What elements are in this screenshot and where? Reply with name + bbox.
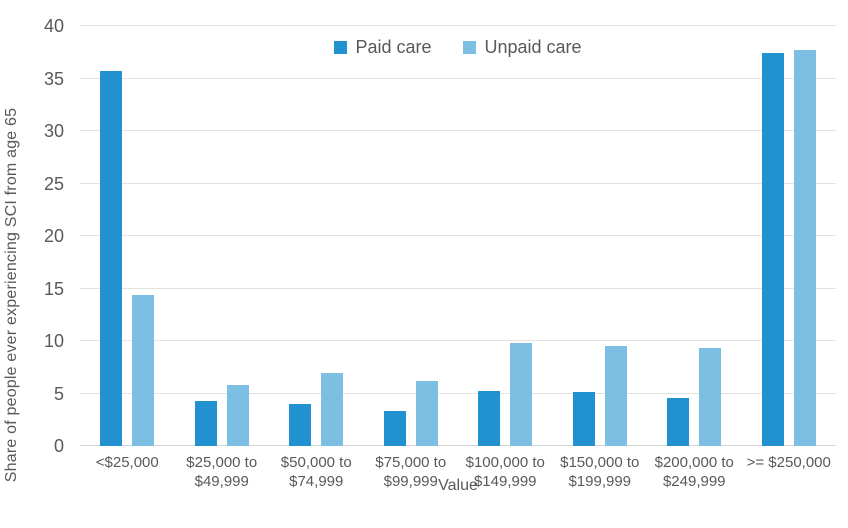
- bar-group-150-000-to-199-999: [553, 26, 648, 446]
- x-category-label-line: $200,000 to: [654, 454, 734, 471]
- x-category-label-line: <$25,000: [95, 454, 159, 471]
- y-tick-label-0: 0: [53, 436, 64, 456]
- x-axis-line: [80, 445, 836, 446]
- y-tick-label-30: 30: [43, 121, 64, 141]
- x-category-label-25-000: <$25,000: [80, 453, 175, 491]
- gridline-30: [80, 130, 836, 131]
- bar-unpaid-care-50-000-to-74-999: [321, 372, 344, 446]
- bar-paid-care-25-000: [100, 71, 123, 446]
- bar-group-25-000-to-49-999: [175, 26, 270, 446]
- x-category-label-line: >= $250,000: [746, 454, 831, 471]
- legend-item-paid-care: Paid care: [334, 37, 431, 58]
- bar-unpaid-care-100-000-to-149-999: [510, 343, 533, 446]
- bar-group-250-000: [742, 26, 837, 446]
- bar-unpaid-care-250-000: [793, 50, 816, 446]
- x-category-label-200-000-to-249-999: $200,000 to $249,999: [647, 453, 742, 491]
- y-tick-label-5: 5: [53, 383, 64, 404]
- legend-label: Unpaid care: [484, 36, 582, 57]
- y-tick-label-40: 40: [43, 16, 64, 36]
- gridline-10: [80, 340, 836, 341]
- gridline-35: [80, 77, 836, 79]
- bar-paid-care-75-000-to-99-999: [383, 411, 406, 446]
- y-tick-label-25: 25: [43, 173, 64, 194]
- bar-paid-care-50-000-to-74-999: [289, 404, 312, 446]
- y-tick-label-10: 10: [43, 331, 64, 351]
- x-category-label-line: $25,000 to: [186, 454, 258, 471]
- bar-unpaid-care-200-000-to-249-999: [699, 348, 722, 446]
- bar-unpaid-care-75-000-to-99-999: [415, 380, 438, 446]
- legend-swatch-icon: [463, 40, 477, 54]
- x-axis-title: Value: [438, 477, 478, 494]
- bar-paid-care-150-000-to-199-999: [572, 392, 595, 446]
- x-category-label-line: $50,000 to: [280, 454, 352, 471]
- plot-area: [80, 25, 836, 446]
- bar-group-100-000-to-149-999: [458, 26, 553, 446]
- x-category-label-100-000-to-149-999: $100,000 to $149,999: [458, 453, 553, 491]
- x-category-label-75-000-to-99-999: $75,000 to $99,999: [364, 453, 459, 491]
- gridline-40: [80, 25, 836, 26]
- x-category-label-line: $249,999: [662, 473, 726, 490]
- x-category-label-line: $99,999: [383, 473, 438, 490]
- gridline-15: [80, 287, 836, 289]
- y-axis-tick-labels: 0 5 10 15 20 25 30 35 40: [0, 17, 72, 455]
- bar-unpaid-care-150-000-to-199-999: [604, 346, 627, 446]
- bar-unpaid-care-25-000-to-49-999: [226, 385, 249, 446]
- gridline-5: [80, 392, 836, 394]
- legend-swatch-icon: [334, 40, 348, 54]
- bar-group-200-000-to-249-999: [647, 26, 742, 446]
- y-tick-label-35: 35: [43, 68, 64, 89]
- y-tick-label-15: 15: [43, 278, 64, 299]
- gridline-25: [80, 182, 836, 184]
- x-category-label-250-000: >= $250,000: [742, 453, 837, 491]
- x-axis-category-labels: <$25,000 $25,000 to $49,999 $50,000 to $74,9…: [80, 453, 836, 491]
- bar-group-25-000: [80, 26, 175, 446]
- x-category-label-line: $150,000 to: [560, 454, 640, 471]
- bar-groups: [80, 26, 836, 446]
- legend: Paid care Unpaid care: [80, 36, 836, 58]
- x-category-label-150-000-to-199-999: $150,000 to $199,999: [553, 453, 648, 491]
- legend-label: Paid care: [355, 36, 432, 57]
- bar-group-50-000-to-74-999: [269, 26, 364, 446]
- bar-paid-care-200-000-to-249-999: [667, 397, 690, 446]
- bar-paid-care-250-000: [761, 53, 784, 446]
- x-category-label-50-000-to-74-999: $50,000 to $74,999: [269, 453, 364, 491]
- legend-item-unpaid-care: Unpaid care: [463, 36, 582, 58]
- x-category-label-line: $74,999: [289, 473, 344, 490]
- x-category-label-line: $49,999: [194, 473, 249, 490]
- x-category-label-line: $100,000 to: [465, 454, 545, 471]
- y-tick-label-20: 20: [43, 226, 64, 246]
- x-category-label-line: $75,000 to: [375, 454, 447, 471]
- x-category-label-line: $149,999: [473, 473, 537, 490]
- bar-unpaid-care-25-000: [132, 294, 155, 446]
- x-category-label-25-000-to-49-999: $25,000 to $49,999: [175, 453, 270, 491]
- x-category-label-line: $199,999: [568, 473, 632, 490]
- bar-group-75-000-to-99-999: [364, 26, 459, 446]
- bar-paid-care-25-000-to-49-999: [194, 400, 217, 446]
- bar-paid-care-100-000-to-149-999: [478, 391, 501, 446]
- gridline-20: [80, 235, 836, 236]
